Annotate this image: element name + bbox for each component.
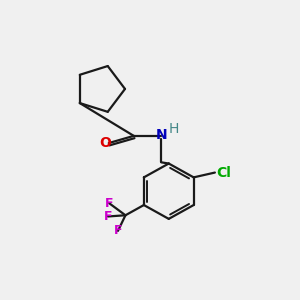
Text: Cl: Cl — [216, 166, 231, 180]
Text: O: O — [99, 136, 111, 150]
Text: F: F — [114, 224, 122, 237]
Text: F: F — [104, 210, 112, 223]
Text: N: N — [155, 128, 167, 142]
Text: H: H — [169, 122, 179, 136]
Text: F: F — [105, 197, 113, 210]
